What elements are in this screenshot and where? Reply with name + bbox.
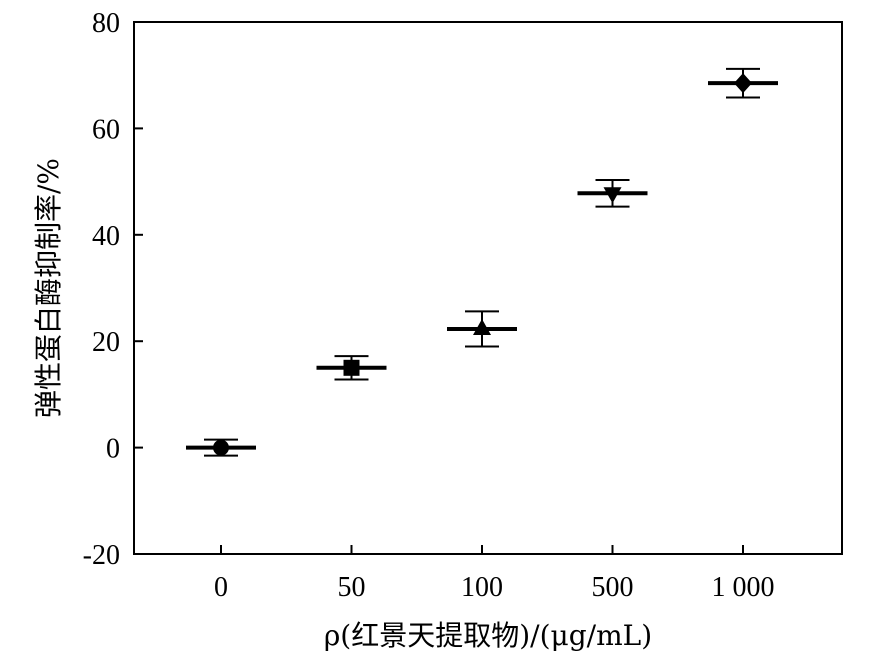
marker-circle (213, 439, 229, 456)
y-tick-label: -20 (83, 540, 120, 571)
y-axis-title: 弹性蛋白酶抑制率/% (32, 158, 65, 418)
x-tick-label: 100 (461, 572, 503, 603)
marker-square (343, 359, 360, 376)
plot-frame (133, 21, 843, 555)
x-tick-label: 0 (214, 572, 228, 603)
y-tick-label: 0 (106, 434, 120, 465)
marker-triangle-up (473, 318, 491, 335)
y-tick-label: 40 (92, 221, 120, 252)
y-axis: -20 0 20 40 60 80 (83, 8, 143, 571)
y-tick-label: 60 (92, 114, 120, 145)
marker-triangle-down (603, 187, 622, 204)
x-tick-label: 1 000 (712, 572, 775, 603)
data-point (316, 355, 387, 381)
data-series (186, 67, 778, 457)
data-point (577, 179, 648, 208)
marker-diamond (734, 73, 752, 94)
x-axis-title: ρ(红景天提取物)/(μg/mL) (324, 619, 652, 652)
y-tick-label: 80 (92, 8, 120, 39)
y-tick-label: 20 (92, 327, 120, 358)
data-point (186, 438, 256, 457)
data-point (447, 310, 517, 348)
data-point (708, 67, 778, 99)
x-tick-label: 500 (592, 572, 634, 603)
x-axis: 0 50 100 500 1 000 (214, 545, 775, 603)
x-tick-label: 50 (338, 572, 366, 603)
